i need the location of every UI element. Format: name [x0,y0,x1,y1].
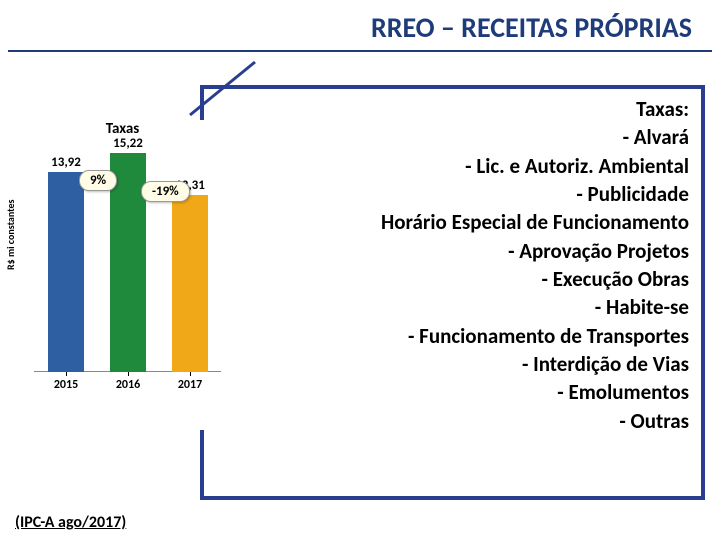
list-item: - Alvará [381,123,689,151]
x-tick-label: 2015 [41,378,91,392]
bar-chart: Taxas R$ mi constantes 13,92201515,22201… [10,120,235,430]
x-tick [66,372,67,376]
x-tick [190,372,191,376]
list-heading: Taxas: [381,95,689,123]
footer-note: (IPC-A ago/2017) [15,513,126,532]
pct-badge: -19% [141,181,190,202]
list-item: - Funcionamento de Transportes [381,322,689,350]
connector-line [185,60,265,120]
x-tick-label: 2016 [103,378,153,392]
pct-badge: 9% [79,170,117,191]
bar-2015 [48,172,84,372]
list-item: Horário Especial de Funcionamento [381,208,689,236]
y-axis-label: R$ mi constantes [4,199,17,270]
list-item: - Aprovação Projetos [381,237,689,265]
page-title: RREO – RECEITAS PRÓPRIAS [8,0,712,52]
list-item: - Interdição de Vias [381,350,689,378]
content-box: Taxas: - Alvará- Lic. e Autoriz. Ambient… [200,85,705,500]
list-item: - Emolumentos [381,378,689,406]
taxes-list: Taxas: - Alvará- Lic. e Autoriz. Ambient… [381,95,689,435]
list-item: - Execução Obras [381,265,689,293]
bar-2017 [172,195,208,372]
plot-area: 13,92201515,22201612,3120179%-19% [34,142,229,392]
bar-value-label: 13,92 [36,155,96,170]
bar-value-label: 15,22 [98,136,158,151]
list-item: - Outras [381,407,689,435]
list-item: - Publicidade [381,180,689,208]
x-tick [128,372,129,376]
list-item: - Habite-se [381,293,689,321]
x-tick-label: 2017 [165,378,215,392]
list-item: - Lic. e Autoriz. Ambiental [381,152,689,180]
